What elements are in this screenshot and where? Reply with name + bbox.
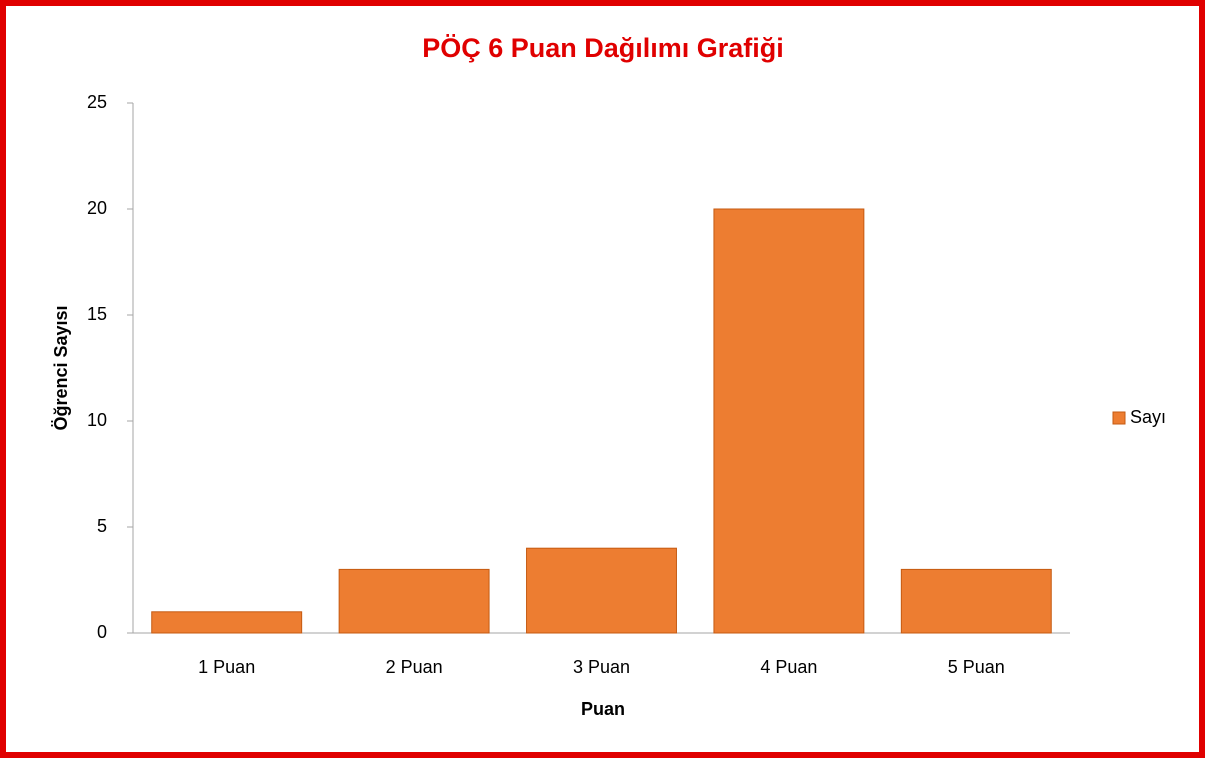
x-tick-label: 2 Puan <box>386 657 443 677</box>
bar <box>713 208 865 634</box>
bar <box>338 568 490 634</box>
legend-swatch <box>1112 411 1126 425</box>
legend-label: Sayı <box>1130 407 1166 427</box>
chart-title: PÖÇ 6 Puan Dağılımı Grafiği <box>422 33 784 63</box>
bar <box>526 547 677 634</box>
x-tick-label: 3 Puan <box>573 657 630 677</box>
x-tick-label: 1 Puan <box>198 657 255 677</box>
bar <box>151 611 303 634</box>
x-axis-label: Puan <box>581 699 625 719</box>
bar <box>900 568 1052 634</box>
y-tick-label: 25 <box>87 92 107 112</box>
y-tick-label: 0 <box>97 622 107 642</box>
x-tick-label: 4 Puan <box>760 657 817 677</box>
y-axis-label: Öğrenci Sayısı <box>51 305 71 430</box>
y-tick-label: 20 <box>87 198 107 218</box>
y-tick-label: 5 <box>97 516 107 536</box>
y-tick-label: 10 <box>87 410 107 430</box>
x-tick-label: 5 Puan <box>948 657 1005 677</box>
y-tick-label: 15 <box>87 304 107 324</box>
